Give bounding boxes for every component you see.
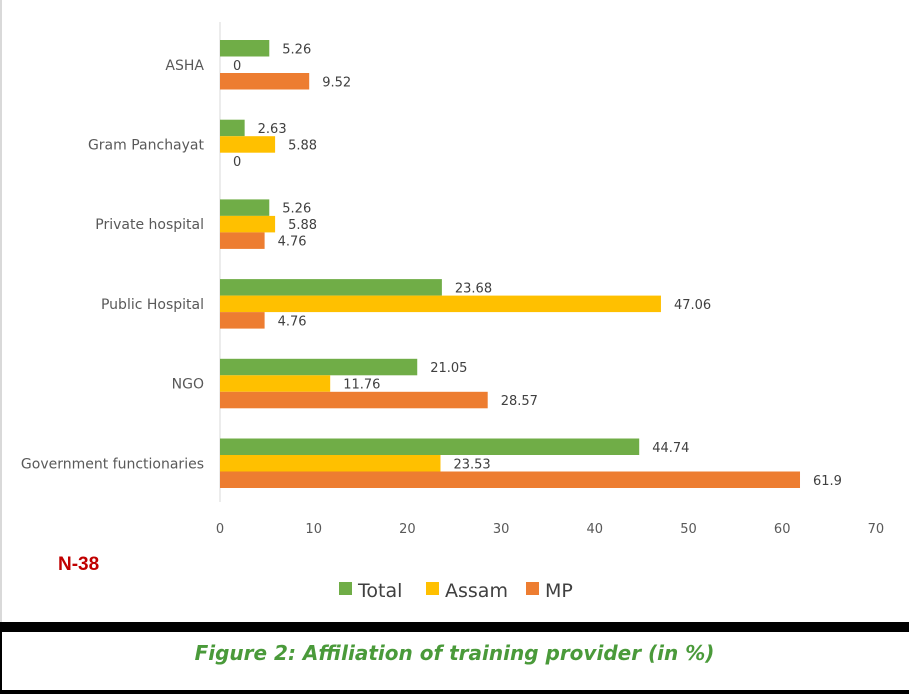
data-label: 44.74 <box>652 441 689 456</box>
bar-total <box>220 358 418 376</box>
category-label: Gram Panchayat <box>88 137 205 153</box>
bar-total <box>220 199 270 216</box>
category-label: Private hospital <box>95 217 204 233</box>
legend-label-mp: MP <box>545 580 573 602</box>
bar-total <box>220 438 640 455</box>
data-label: 0 <box>233 155 241 170</box>
bar-mp <box>220 312 265 329</box>
data-label: 2.63 <box>258 122 287 137</box>
data-label: 5.88 <box>288 138 317 153</box>
data-label: 4.76 <box>278 235 307 250</box>
data-label: 23.68 <box>455 281 492 296</box>
bar-assam <box>220 215 276 233</box>
data-label: 4.76 <box>278 314 307 329</box>
bar-assam <box>220 455 441 472</box>
bar-mp <box>220 391 488 409</box>
data-label: 47.06 <box>674 298 711 313</box>
data-label: 5.26 <box>282 42 311 57</box>
data-label: 0 <box>233 59 241 74</box>
data-label: 23.53 <box>453 457 490 472</box>
x-tick-label: 10 <box>305 522 322 537</box>
data-label: 5.88 <box>288 218 317 233</box>
x-tick-label: 60 <box>774 522 791 537</box>
bar-mp <box>220 73 310 90</box>
bar-total <box>220 119 245 137</box>
category-label: ASHA <box>165 58 204 74</box>
data-label: 21.05 <box>430 361 467 376</box>
bar-total <box>220 279 442 296</box>
frame-left-border <box>0 0 2 622</box>
category-label: NGO <box>172 377 204 393</box>
category-label: Government functionaries <box>21 456 204 472</box>
bar-mp <box>220 471 801 488</box>
data-label: 11.76 <box>343 378 380 393</box>
x-tick-label: 0 <box>216 522 224 537</box>
caption-divider <box>0 622 909 632</box>
x-tick-label: 50 <box>680 522 697 537</box>
bar-total <box>220 40 270 57</box>
caption-left-border <box>0 632 2 694</box>
sample-size-note: N-38 <box>58 554 100 575</box>
data-label: 5.26 <box>282 202 311 217</box>
legend-swatch-assam <box>426 582 439 595</box>
legend-label-total: Total <box>357 580 402 602</box>
x-axis-ticks: 0 10 20 30 40 50 60 70 <box>216 522 884 537</box>
bar-assam <box>220 375 331 392</box>
bar-assam <box>220 295 661 313</box>
bar-assam <box>220 136 276 153</box>
data-label: 61.9 <box>813 474 842 489</box>
x-tick-label: 40 <box>587 522 604 537</box>
data-label: 9.52 <box>322 75 351 90</box>
legend-label-assam: Assam <box>445 580 508 602</box>
caption-bottom-border <box>0 690 909 694</box>
x-tick-label: 30 <box>493 522 510 537</box>
chart-legend: Total Assam MP <box>339 580 573 602</box>
bar-mp <box>220 232 265 249</box>
legend-swatch-mp <box>526 582 539 595</box>
figure-caption: Figure 2: Affiliation of training provid… <box>194 641 715 665</box>
data-label: 28.57 <box>501 394 538 409</box>
x-tick-label: 20 <box>399 522 416 537</box>
x-tick-label: 70 <box>868 522 885 537</box>
legend-swatch-total <box>339 582 352 595</box>
category-label: Public Hospital <box>101 297 204 313</box>
